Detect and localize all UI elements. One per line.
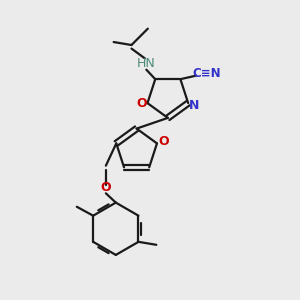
Text: O: O: [137, 97, 147, 110]
Text: C≡N: C≡N: [192, 67, 220, 80]
Text: N: N: [189, 99, 199, 112]
Text: HN: HN: [137, 57, 156, 70]
Text: O: O: [100, 182, 111, 194]
Text: O: O: [158, 134, 169, 148]
